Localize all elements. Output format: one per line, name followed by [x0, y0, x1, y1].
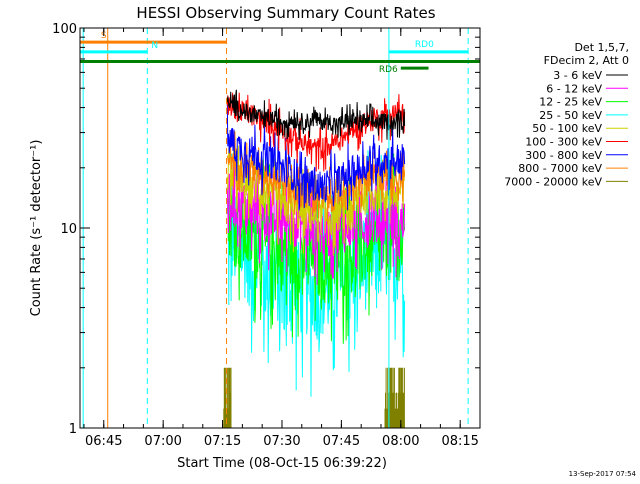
x-axis-label: Start Time (08-Oct-15 06:39:22) [177, 456, 387, 471]
x-tick-label-2: 07:15 [204, 434, 241, 449]
legend-label-6: 300 - 800 keV [525, 149, 602, 162]
series-line-3-6-kev [226, 89, 406, 140]
x-tick-label-6: 08:15 [441, 434, 478, 449]
legend-label-3: 25 - 50 keV [539, 109, 602, 122]
x-tick-label-5: 08:00 [382, 434, 419, 449]
x-tick-label-3: 07:30 [263, 434, 300, 449]
legend-label-1: 6 - 12 keV [546, 82, 602, 95]
legend-label-4: 50 - 100 keV [532, 122, 602, 135]
x-tick-label-0: 06:45 [85, 434, 122, 449]
legend-label-7: 800 - 7000 keV [518, 162, 602, 175]
series-line-25-50-kev [226, 146, 406, 397]
annotation-label-rd6: RD6 [379, 65, 398, 75]
legend-label-8: 7000 - 20000 keV [504, 175, 602, 188]
legend-label-0: 3 - 6 keV [553, 69, 602, 82]
annotation-label-s: S [101, 31, 107, 41]
legend-label-5: 100 - 300 keV [525, 136, 602, 149]
y-axis-label: Count Rate (s⁻¹ detector⁻¹) [29, 140, 44, 317]
frame-layer: 06:45 07:00 07:15 07:30 07:45 08:00 08:15 1 10 10… [52, 22, 481, 449]
chart-title: HESSI Observing Summary Count Rates [136, 4, 435, 22]
y-tick-label-1: 10 [60, 222, 77, 237]
annotation-label-n: N [151, 41, 158, 51]
legend-header-0: Det 1,5,7, [574, 41, 629, 54]
legend-label-2: 12 - 25 keV [539, 96, 602, 109]
timestamp-label: 13-Sep-2017 07:54 [569, 470, 637, 478]
plot-layer: S N RD0 RD6 [80, 28, 480, 428]
x-tick-label-4: 07:45 [323, 434, 360, 449]
y-tick-label-0: 1 [69, 422, 77, 437]
legend-header-1: FDecim 2, Att 0 [544, 54, 629, 67]
series-line-100-300-kev [226, 92, 406, 172]
x-tick-label-1: 07:00 [144, 434, 181, 449]
annotation-label-rd0: RD0 [415, 40, 434, 50]
series-line-12-25-kev [227, 153, 406, 344]
y-tick-label-2: 100 [52, 22, 77, 37]
series-line-300-800-kev [226, 102, 406, 211]
